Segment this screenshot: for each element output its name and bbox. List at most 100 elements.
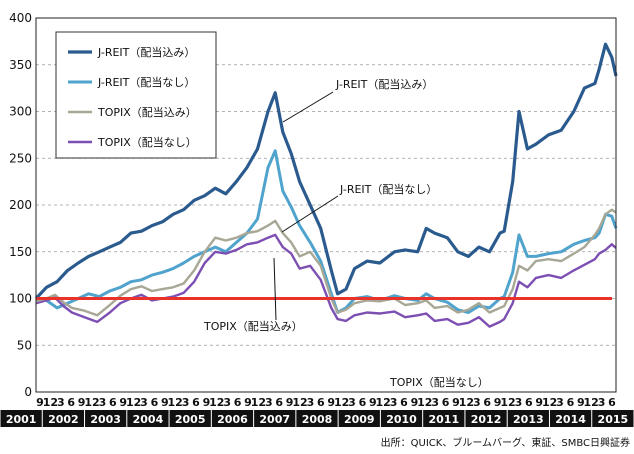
- month-tick: 6: [234, 396, 242, 409]
- legend: J-REIT（配当込み） J-REIT（配当なし） TOPIX（配当込み） TOPIX…: [55, 31, 217, 159]
- month-tick: 12: [500, 396, 515, 409]
- year-label: 2012: [471, 413, 502, 426]
- month-tick: 9: [411, 396, 419, 409]
- month-tick: 9: [577, 396, 585, 409]
- month-tick: 9: [494, 396, 502, 409]
- month-tick: 9: [369, 396, 377, 409]
- month-tick: 12: [209, 396, 224, 409]
- month-tick: 12: [43, 396, 58, 409]
- month-tick: 3: [598, 396, 606, 409]
- year-box: [380, 410, 423, 427]
- y-tick-100: 100: [9, 292, 32, 306]
- month-tick: 12: [542, 396, 557, 409]
- month-tick: 9: [203, 396, 211, 409]
- y-tick-400: 400: [9, 11, 32, 25]
- month-tick: 6: [525, 396, 533, 409]
- month-tick: 9: [36, 396, 44, 409]
- year-box: [465, 410, 507, 427]
- year-label: 2004: [133, 413, 164, 426]
- year-box: [338, 410, 380, 427]
- month-tick: 12: [251, 396, 266, 409]
- legend-label-3: TOPIX（配当なし）: [97, 135, 197, 149]
- year-box: [423, 410, 465, 427]
- month-tick: 12: [376, 396, 391, 409]
- annotation-3: TOPIX（配当なし）: [389, 375, 489, 389]
- year-label: 2009: [344, 413, 375, 426]
- annotation-1: J-REIT（配当なし）: [339, 182, 437, 196]
- plot-frame: [35, 17, 617, 393]
- series-line-3: [35, 233, 617, 328]
- year-box: [169, 410, 211, 427]
- series-line-1: [35, 149, 618, 314]
- month-tick: 6: [151, 396, 159, 409]
- legend-label-2: TOPIX（配当込み）: [97, 105, 197, 119]
- month-tick: 3: [431, 396, 439, 409]
- series-line-2: [35, 208, 617, 317]
- month-tick: 9: [244, 396, 252, 409]
- month-tick: 9: [119, 396, 127, 409]
- year-box: [296, 410, 338, 427]
- y-tick-0: 0: [24, 385, 32, 399]
- month-tick: 6: [67, 396, 75, 409]
- annotation-leader-0: [282, 91, 334, 123]
- month-tick: 3: [265, 396, 273, 409]
- y-tick-250: 250: [9, 151, 32, 165]
- month-tick: 3: [99, 396, 107, 409]
- month-tick: 6: [400, 396, 408, 409]
- series-lines: [34, 42, 618, 328]
- year-label: 2005: [175, 413, 206, 426]
- legend-label-1: J-REIT（配当なし）: [97, 75, 195, 89]
- annotations: J-REIT（配当込み） J-REIT（配当なし） TOPIX（配当込み） TOPIX…: [203, 77, 489, 389]
- month-tick: 9: [161, 396, 169, 409]
- year-label: 2006: [217, 413, 248, 426]
- year-box: [0, 410, 42, 427]
- year-box: [592, 410, 634, 427]
- month-tick: 9: [286, 396, 294, 409]
- month-tick: 9: [452, 396, 460, 409]
- year-label: 2001: [6, 413, 37, 426]
- year-box: [127, 410, 169, 427]
- annotation-0: J-REIT（配当込み）: [335, 77, 433, 91]
- month-tick: 3: [307, 396, 315, 409]
- month-tick: 12: [292, 396, 307, 409]
- year-box: [211, 410, 254, 427]
- y-tick-200: 200: [9, 198, 32, 212]
- y-tick-50: 50: [17, 338, 32, 352]
- month-tick: 12: [334, 396, 349, 409]
- month-tick: 9: [78, 396, 86, 409]
- year-box: [254, 410, 296, 427]
- annotation-leader-2: [273, 257, 277, 321]
- annotation-leader-1: [281, 195, 339, 233]
- year-box: [85, 410, 127, 427]
- month-tick: 3: [57, 396, 65, 409]
- month-tick: 6: [275, 396, 283, 409]
- y-tick-350: 350: [9, 58, 32, 72]
- year-label: 2015: [598, 413, 629, 426]
- y-axis-ticks: 0 50 100 150 200 250 300 350 400: [9, 11, 32, 399]
- month-tick: 3: [348, 396, 356, 409]
- month-tick: 6: [567, 396, 575, 409]
- month-tick: 6: [608, 396, 616, 409]
- month-tick: 3: [556, 396, 564, 409]
- y-tick-150: 150: [9, 245, 32, 259]
- year-label: 2011: [428, 413, 459, 426]
- year-label: 2007: [259, 413, 290, 426]
- legend-label-0: J-REIT（配当込み）: [97, 45, 195, 59]
- year-tick-labels: 2001 2002 2003 2004 2005 2006 2007 2008 2009 2010…: [0, 410, 634, 427]
- year-label: 2002: [48, 413, 79, 426]
- year-label: 2013: [513, 413, 544, 426]
- month-tick: 3: [182, 396, 190, 409]
- month-tick: 3: [223, 396, 231, 409]
- month-tick: 12: [126, 396, 141, 409]
- month-tick: 3: [140, 396, 148, 409]
- month-tick: 12: [168, 396, 183, 409]
- source-note: 出所：QUICK、ブルームバーグ、東証、SMBC日興証券: [381, 436, 630, 449]
- month-tick: 12: [417, 396, 432, 409]
- month-tick: 12: [584, 396, 599, 409]
- month-tick: 12: [459, 396, 474, 409]
- y-tick-300: 300: [9, 105, 32, 119]
- month-tick: 9: [327, 396, 335, 409]
- annotation-2: TOPIX（配当込み）: [203, 319, 303, 333]
- year-box: [549, 410, 592, 427]
- month-tick: 6: [317, 396, 325, 409]
